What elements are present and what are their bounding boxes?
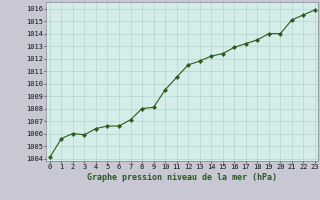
- X-axis label: Graphe pression niveau de la mer (hPa): Graphe pression niveau de la mer (hPa): [87, 173, 277, 182]
